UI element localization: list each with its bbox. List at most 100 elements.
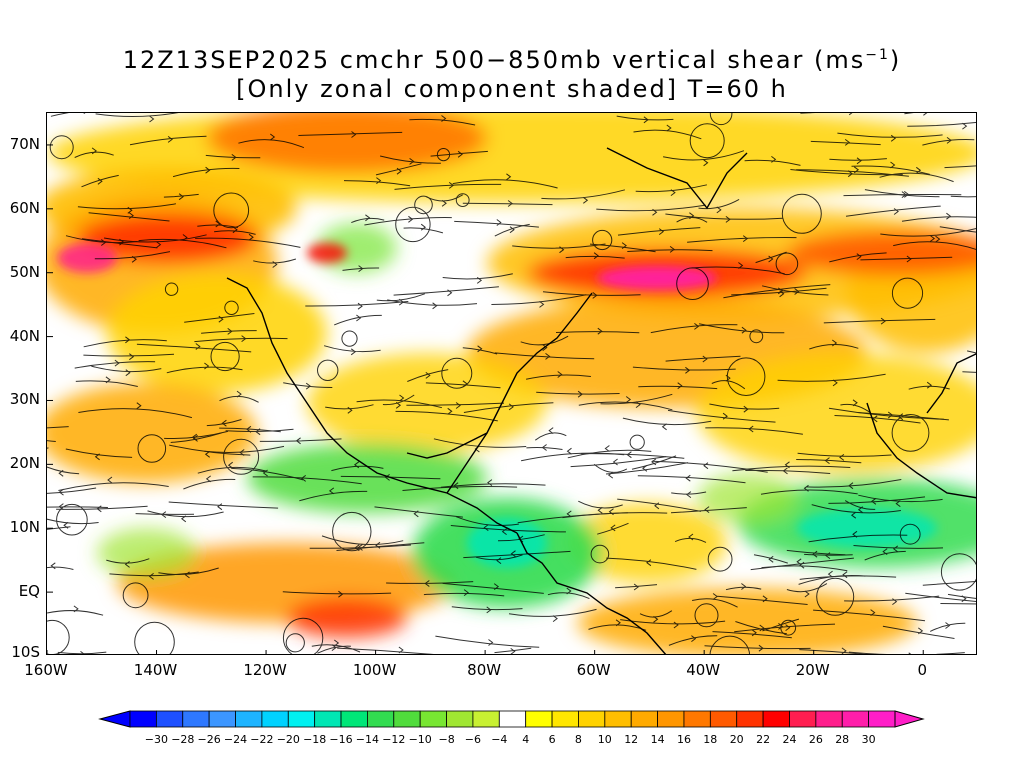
streamline xyxy=(83,339,167,348)
title-line-1: 12Z13SEP2025 cmchr 500−850mb vertical sh… xyxy=(0,46,1024,74)
colorbar-cell xyxy=(340,710,368,728)
colorbar-cell xyxy=(182,710,210,728)
streamline xyxy=(206,419,242,427)
streamline xyxy=(454,220,539,228)
streamline xyxy=(508,608,597,617)
streamline-arrow xyxy=(583,196,589,204)
streamline-arrow xyxy=(799,561,805,569)
streamline-arrow xyxy=(669,246,675,253)
eddy xyxy=(317,359,339,381)
streamline xyxy=(252,476,362,485)
streamline xyxy=(570,456,667,468)
streamline xyxy=(565,255,625,259)
streamline-arrow xyxy=(892,545,899,553)
streamline xyxy=(81,238,158,249)
streamline xyxy=(406,402,505,406)
streamline xyxy=(374,506,463,518)
streamline xyxy=(491,294,587,305)
streamline-arrow xyxy=(178,193,184,201)
streamline xyxy=(50,113,70,117)
colorbar-label: −14 xyxy=(355,733,379,746)
streamline-arrow xyxy=(539,301,545,308)
streamline-arrow xyxy=(893,208,899,215)
streamline xyxy=(395,410,498,422)
eddy xyxy=(726,357,766,397)
streamline-arrow xyxy=(882,548,888,555)
lat-tick-label: 50N xyxy=(9,262,40,281)
streamline xyxy=(797,452,892,457)
streamline-arrow xyxy=(114,359,120,367)
streamline-arrow xyxy=(559,246,565,254)
streamline-arrow xyxy=(778,623,784,630)
streamline xyxy=(379,155,441,164)
streamline-arrow xyxy=(448,182,455,189)
streamline xyxy=(463,550,571,559)
streamline xyxy=(169,444,251,456)
streamline-arrow xyxy=(850,511,857,519)
streamline xyxy=(922,580,976,586)
streamline xyxy=(616,115,674,121)
streamline-arrow xyxy=(852,399,858,407)
streamline-arrow xyxy=(916,166,922,174)
streamline-arrow xyxy=(148,573,154,580)
eddy xyxy=(414,195,433,215)
streamline-arrow xyxy=(351,131,357,138)
streamline-arrow xyxy=(892,598,898,605)
streamline-arrow xyxy=(227,461,233,469)
colorbar-label: −8 xyxy=(438,733,455,746)
streamline-arrow xyxy=(702,355,708,363)
streamline-arrow xyxy=(741,326,747,334)
streamline-arrow xyxy=(784,461,790,469)
streamline xyxy=(520,452,625,462)
streamline-arrow xyxy=(384,474,390,481)
colorbar-label: −24 xyxy=(223,733,248,746)
streamline-arrow xyxy=(904,191,910,198)
streamline-arrow xyxy=(703,462,709,470)
streamline-arrow xyxy=(205,166,211,174)
streamline xyxy=(632,366,736,371)
streamline xyxy=(578,500,623,509)
streamline-arrow xyxy=(94,453,100,461)
streamline xyxy=(823,318,936,324)
colorbar-cell xyxy=(762,710,790,728)
eddy xyxy=(629,434,645,450)
streamline-arrow xyxy=(510,648,516,654)
streamline-arrow xyxy=(149,115,155,123)
streamline xyxy=(430,150,488,157)
streamline xyxy=(662,150,745,161)
streamline xyxy=(74,361,156,369)
streamline-arrow xyxy=(626,451,632,459)
streamline-arrow xyxy=(455,402,461,409)
colorbar-cell xyxy=(604,710,632,728)
streamline-arrow xyxy=(432,302,438,310)
streamline xyxy=(57,651,107,654)
lon-tick-label: 160W xyxy=(24,661,68,679)
streamline-arrow xyxy=(612,458,618,466)
streamline xyxy=(808,534,908,543)
streamline-arrow xyxy=(125,369,131,377)
lon-tick-label: 40W xyxy=(686,661,721,679)
streamline xyxy=(593,463,628,473)
streamline xyxy=(184,313,255,323)
streamline-arrow xyxy=(782,467,788,475)
streamline xyxy=(617,498,702,512)
lon-tick-label: 60W xyxy=(576,661,611,679)
streamline-arrow xyxy=(839,454,845,461)
streamline xyxy=(425,382,501,389)
streamline-arrow xyxy=(508,403,514,411)
streamline xyxy=(166,366,243,374)
streamline-arrow xyxy=(97,177,103,185)
eddy xyxy=(332,511,372,552)
colorbar-cell xyxy=(287,710,316,728)
streamline xyxy=(231,467,304,481)
streamline xyxy=(606,557,697,570)
streamline xyxy=(323,345,381,353)
streamline xyxy=(194,337,288,343)
streamline-arrow xyxy=(357,302,363,310)
streamline-arrow xyxy=(653,615,659,623)
eddy xyxy=(47,619,70,654)
streamline-arrow xyxy=(895,500,901,507)
streamline xyxy=(435,635,540,648)
streamline xyxy=(786,549,846,556)
streamline xyxy=(829,252,887,263)
